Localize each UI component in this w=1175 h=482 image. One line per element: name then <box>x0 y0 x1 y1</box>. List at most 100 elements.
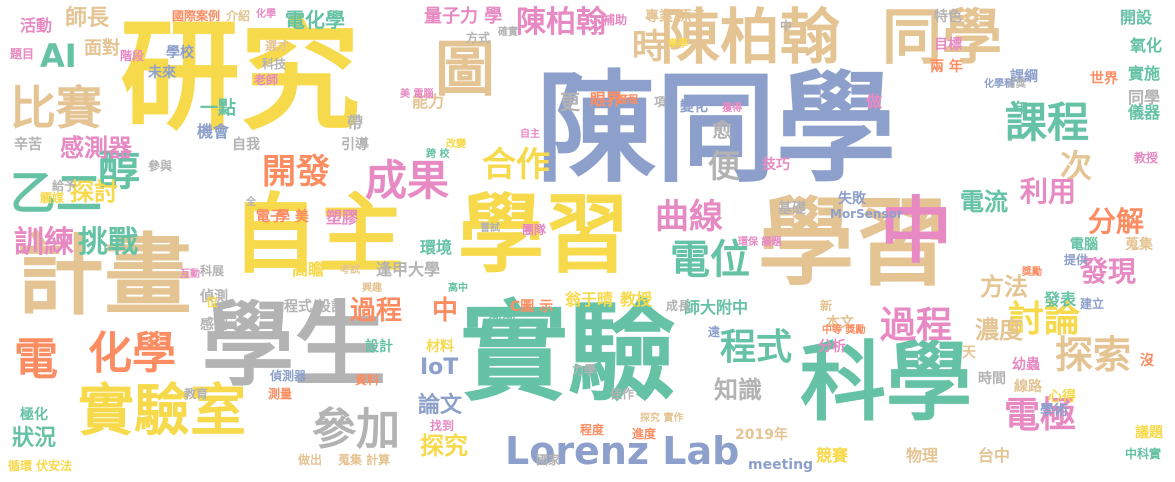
word: 階段 <box>120 49 145 63</box>
word: 辛苦 <box>14 137 42 153</box>
word: 醇 <box>98 146 141 195</box>
word: 實驗室 <box>78 379 246 444</box>
word: 年 <box>1014 101 1028 117</box>
word: 化學科 <box>984 79 1014 90</box>
word: 學習 <box>758 187 950 299</box>
word: 曲線 <box>655 197 723 237</box>
word: 失敗 <box>838 191 866 207</box>
word: 電子 <box>256 209 284 225</box>
word: 挑戰 <box>78 225 138 260</box>
word: 探索 <box>1055 333 1132 377</box>
word: 案例 <box>196 9 221 23</box>
word: 時間 <box>978 371 1006 387</box>
word: 團隊 <box>522 223 547 237</box>
word: 線路 <box>1014 379 1042 395</box>
word: 科展 <box>200 264 225 278</box>
word: 合作 <box>482 145 550 185</box>
word: 參加 <box>312 404 400 455</box>
word: 電腦 <box>1070 237 1098 253</box>
word: 次 <box>1060 147 1093 185</box>
word: 老師 <box>254 73 279 87</box>
word: 論文 <box>418 393 463 418</box>
word: 圖 <box>435 35 495 105</box>
word: 題目 <box>10 47 35 61</box>
word: 過程 <box>880 305 953 346</box>
word: 首獎 <box>1006 79 1026 90</box>
word: 興趣 <box>362 283 382 294</box>
word: 互動 <box>180 269 200 280</box>
word: 程式 <box>720 327 793 368</box>
word: meeting <box>748 457 814 473</box>
word: 分解 <box>1088 205 1145 238</box>
word: 物理 <box>906 446 939 465</box>
word: 教授 <box>1134 151 1159 165</box>
word: 自主 <box>520 129 540 140</box>
word: 師大附中 <box>684 298 749 317</box>
word: 活動 <box>20 16 53 35</box>
word: 心得 <box>1048 389 1076 405</box>
word: 儀器 <box>1128 103 1161 122</box>
word: 翁于晴 <box>565 290 614 309</box>
word: 討論 <box>1008 299 1081 340</box>
word: 測量 <box>268 387 293 401</box>
word: 材料 <box>426 339 454 355</box>
word: 課綱 <box>1010 69 1038 85</box>
word: 偵測 <box>200 289 228 305</box>
word: 考試 <box>340 265 360 276</box>
word: C圖 示 <box>510 299 554 315</box>
word: 成長 <box>666 299 691 313</box>
word: 偵測器 <box>270 369 307 383</box>
word: 分析 <box>818 339 846 355</box>
word: 科學 <box>800 333 972 433</box>
word: 利用 <box>1020 175 1077 208</box>
word: 陳同學 <box>536 60 896 199</box>
word: 帶 <box>347 113 364 132</box>
word: 環境 <box>420 238 453 257</box>
word: 兩 年 <box>930 59 963 75</box>
word: 逢甲大學 <box>376 260 441 279</box>
word: 變化 <box>680 99 708 115</box>
word: 歷程 <box>618 95 638 106</box>
word: 佳作 <box>610 387 635 401</box>
word: 嘗試 <box>480 223 500 234</box>
word: 未來 <box>148 65 176 81</box>
word: 介紹 <box>226 9 251 23</box>
word: 同學 <box>1128 88 1161 107</box>
word: 做出 <box>298 453 323 467</box>
word: 實施 <box>1128 64 1161 83</box>
word: 中科實 <box>1125 447 1162 461</box>
word: 蒐集 計算 <box>338 453 391 467</box>
word: 過程 <box>350 296 403 326</box>
word: 陳柏翰 <box>516 5 606 40</box>
word: 開設 <box>1120 8 1153 27</box>
word: 資料 <box>355 373 380 387</box>
word: 位 <box>206 295 219 309</box>
word: 設計 <box>365 339 393 355</box>
word: 電化學 <box>285 8 345 32</box>
word: 師長 <box>65 6 110 31</box>
word: 競賽 <box>816 446 849 465</box>
word: 台中 <box>978 446 1011 465</box>
word: 補助 <box>603 13 628 27</box>
word: 專業 原子 <box>645 9 706 25</box>
word: 探討 <box>70 178 118 206</box>
word: 化學 <box>88 328 176 379</box>
word: IoT <box>420 355 459 380</box>
word: 2019年 <box>735 427 788 443</box>
word: 高中 <box>448 283 468 294</box>
word: 量子力 學 <box>424 6 503 27</box>
word: 蒐集 <box>1125 237 1153 253</box>
word: 便 <box>708 147 741 185</box>
word: 目標 <box>934 37 962 53</box>
word: 獎勵 <box>1022 267 1042 278</box>
word: 學校 <box>166 45 194 61</box>
word: 教授 <box>620 290 653 309</box>
word: 發表 <box>1044 290 1077 309</box>
word: 實驗 <box>460 291 677 416</box>
word: 國際 <box>172 9 197 23</box>
word: 感測 <box>200 317 228 333</box>
word: 氧化 <box>1130 36 1163 55</box>
word: 同學 <box>882 3 1002 73</box>
word: 計畫 <box>16 224 193 327</box>
